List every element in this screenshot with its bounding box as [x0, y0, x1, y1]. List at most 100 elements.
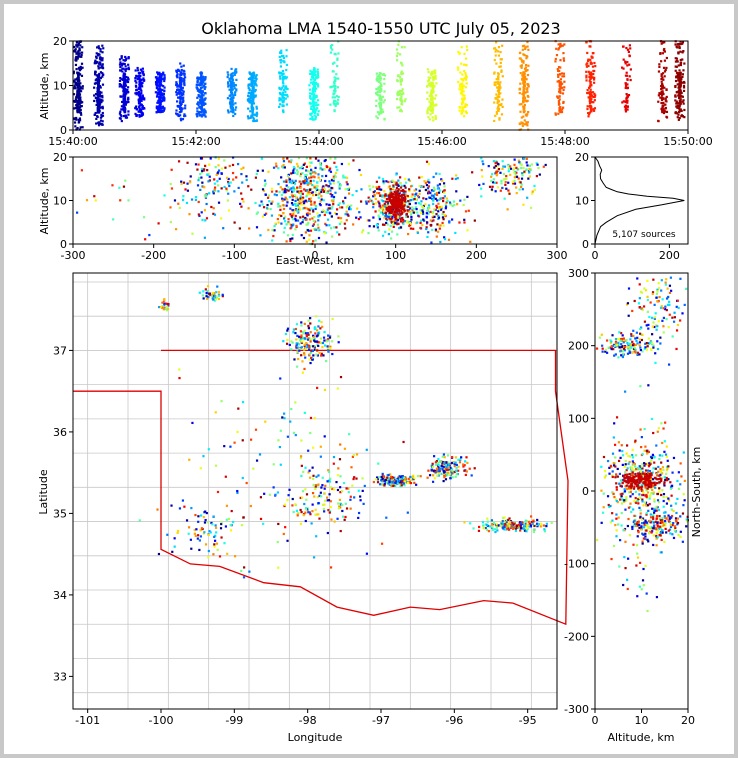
- ew-altitude-point: [223, 185, 226, 189]
- time-height-point: [120, 115, 123, 118]
- time-height-point: [124, 65, 127, 68]
- ew-altitude-point: [304, 216, 307, 220]
- ew-altitude-point: [399, 186, 403, 189]
- ew-altitude-point: [480, 157, 483, 160]
- time-height-point: [203, 102, 206, 105]
- time-height-point: [229, 81, 233, 84]
- time-height-point: [522, 90, 525, 94]
- time-height-point: [282, 99, 285, 102]
- plan-view-point: [378, 475, 381, 479]
- ew-altitude-point: [396, 200, 399, 204]
- time-height-point: [660, 94, 664, 97]
- time-height-point: [435, 82, 438, 85]
- time-height-point: [184, 104, 187, 107]
- ew-altitude-point: [197, 213, 200, 216]
- time-height-point: [493, 47, 496, 50]
- time-height-point: [252, 117, 255, 121]
- time-height-point: [398, 89, 402, 92]
- time-height-point: [460, 46, 463, 49]
- time-height-point: [458, 88, 461, 91]
- time-height-point: [312, 72, 316, 76]
- time-height-point: [399, 80, 402, 84]
- time-height-point: [660, 74, 663, 78]
- ew-altitude-point: [328, 224, 331, 227]
- time-height-point: [155, 77, 158, 80]
- plan-view-point: [205, 291, 208, 295]
- ew-altitude-ytick: 20: [53, 151, 67, 164]
- time-height-point: [663, 41, 666, 44]
- ew-altitude-point: [385, 208, 388, 211]
- ew-altitude-point: [287, 218, 290, 221]
- plan-view-point: [205, 295, 208, 298]
- plan-view-point: [296, 346, 299, 349]
- time-height-point: [378, 94, 382, 97]
- ew-altitude-point: [418, 189, 421, 192]
- time-height-point: [662, 97, 665, 100]
- time-height-point: [98, 72, 101, 76]
- ew-altitude-point: [394, 217, 397, 221]
- time-height-point: [255, 119, 258, 122]
- ew-altitude-point: [226, 199, 230, 202]
- ew-altitude-point: [398, 216, 401, 220]
- ew-altitude-point: [310, 191, 313, 195]
- ew-altitude-point: [403, 204, 406, 207]
- time-height-point: [139, 110, 142, 114]
- ew-altitude-point: [222, 227, 225, 230]
- time-height-point: [247, 94, 250, 97]
- ew-altitude-point: [385, 197, 389, 201]
- time-height-point: [163, 77, 166, 81]
- time-height-point: [430, 85, 433, 88]
- time-height-xtick: 15:48:00: [540, 135, 589, 148]
- time-height-point: [460, 85, 464, 88]
- ew-altitude-point: [334, 191, 337, 194]
- time-height-point: [97, 121, 100, 124]
- ew-altitude-point: [332, 195, 336, 199]
- time-height-point: [434, 74, 437, 78]
- time-height-point: [162, 109, 165, 112]
- plan-view-point: [207, 291, 210, 294]
- ew-altitude-point: [427, 205, 430, 208]
- time-height-point: [675, 102, 678, 105]
- ew-altitude-point: [186, 182, 189, 185]
- ew-altitude-point: [285, 179, 288, 182]
- time-height-point: [199, 113, 202, 116]
- time-height-point: [78, 106, 81, 109]
- ew-altitude-point: [391, 215, 394, 218]
- time-height-point: [682, 80, 685, 84]
- time-height-point: [495, 62, 498, 65]
- ew-altitude-point: [449, 203, 452, 206]
- time-height-point: [464, 72, 467, 75]
- ew-altitude-point: [122, 185, 126, 188]
- ew-altitude-point: [391, 221, 394, 225]
- time-height-point: [661, 87, 664, 90]
- plan-view-point: [326, 345, 329, 348]
- ew-altitude-point: [311, 191, 314, 194]
- time-height-point: [204, 110, 207, 113]
- ew-altitude-point: [328, 169, 331, 172]
- time-height-point: [494, 54, 497, 57]
- plan-view-point: [291, 341, 294, 344]
- ew-altitude-point: [439, 240, 442, 244]
- time-height-point: [246, 115, 250, 118]
- ew-altitude-point: [509, 167, 513, 170]
- time-height-point: [589, 101, 592, 104]
- time-height-point: [75, 128, 78, 131]
- time-height-point: [395, 54, 399, 58]
- plan-view-point: [300, 337, 303, 340]
- time-height-point: [461, 103, 464, 106]
- time-height-point: [674, 57, 677, 60]
- ew-altitude-point: [478, 183, 481, 187]
- time-height-point: [383, 82, 386, 85]
- ew-altitude-point: [433, 215, 436, 218]
- time-height-point: [588, 97, 591, 100]
- ew-altitude-point: [325, 211, 328, 214]
- time-height-point: [522, 86, 525, 89]
- time-height-point: [660, 42, 663, 45]
- ew-altitude-point: [388, 212, 391, 215]
- ew-altitude-point: [345, 181, 348, 184]
- time-height-point: [316, 83, 320, 86]
- time-height-point: [431, 109, 434, 112]
- ew-altitude-point: [402, 193, 406, 196]
- time-height-point: [155, 82, 159, 85]
- time-height-point: [593, 76, 596, 79]
